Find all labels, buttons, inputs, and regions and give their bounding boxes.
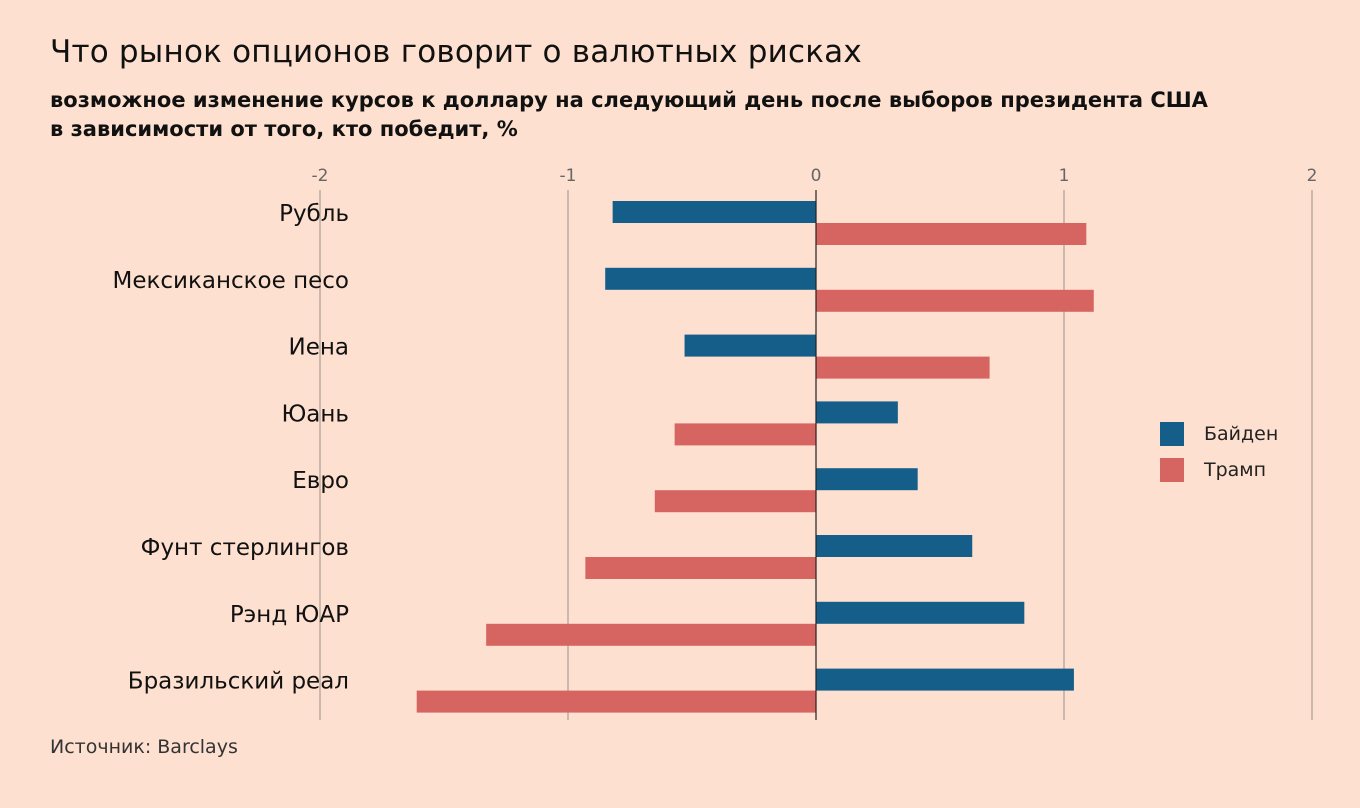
legend-label-trump: Трамп bbox=[1204, 459, 1267, 481]
x-tick-label: -2 bbox=[312, 166, 329, 186]
x-tick-label: -1 bbox=[560, 166, 577, 186]
bar-trump bbox=[416, 690, 816, 713]
legend-swatch-trump bbox=[1160, 458, 1184, 482]
category-label: Мексиканское песо bbox=[113, 268, 349, 294]
x-tick-label: 2 bbox=[1307, 166, 1318, 186]
bar-biden bbox=[816, 535, 973, 557]
source-note: Источник: Barclays bbox=[50, 736, 238, 758]
category-label: Рэнд ЮАР bbox=[230, 602, 349, 628]
subtitle-line-1: возможное изменение курсов к доллару на … bbox=[50, 88, 1208, 112]
category-label: Фунт стерлингов bbox=[141, 535, 349, 561]
category-label: Рубль bbox=[279, 201, 349, 227]
subtitle-line-2: в зависимости от того, кто победит, % bbox=[50, 117, 518, 141]
bar-trump bbox=[486, 623, 816, 646]
legend-item-trump: Трамп bbox=[1160, 452, 1278, 488]
legend-swatch-biden bbox=[1160, 422, 1184, 446]
category-label: Юань bbox=[281, 401, 349, 427]
legend: Байден Трамп bbox=[1160, 416, 1278, 488]
chart-subtitle: возможное изменение курсов к доллару на … bbox=[50, 86, 1208, 144]
bar-trump bbox=[674, 423, 816, 446]
chart-title: Что рынок опционов говорит о валютных ри… bbox=[50, 34, 862, 70]
bar-biden bbox=[816, 668, 1074, 691]
bar-trump bbox=[816, 289, 1094, 312]
bar-biden bbox=[816, 468, 918, 491]
bar-trump bbox=[816, 356, 990, 379]
bar-trump bbox=[585, 557, 816, 579]
bar-biden bbox=[816, 401, 898, 424]
bar-biden bbox=[816, 601, 1025, 624]
x-tick-label: 0 bbox=[811, 166, 822, 186]
bar-biden bbox=[684, 334, 816, 357]
x-tick-label: 1 bbox=[1059, 166, 1070, 186]
category-label: Иена bbox=[289, 335, 350, 361]
bar-biden bbox=[612, 201, 816, 223]
category-label: Бразильский реал bbox=[128, 669, 349, 695]
legend-label-biden: Байден bbox=[1204, 423, 1279, 445]
bar-trump bbox=[816, 223, 1087, 245]
bar-biden bbox=[605, 267, 816, 290]
bar-trump bbox=[654, 490, 816, 513]
legend-item-biden: Байден bbox=[1160, 416, 1278, 452]
category-label: Евро bbox=[292, 468, 349, 494]
